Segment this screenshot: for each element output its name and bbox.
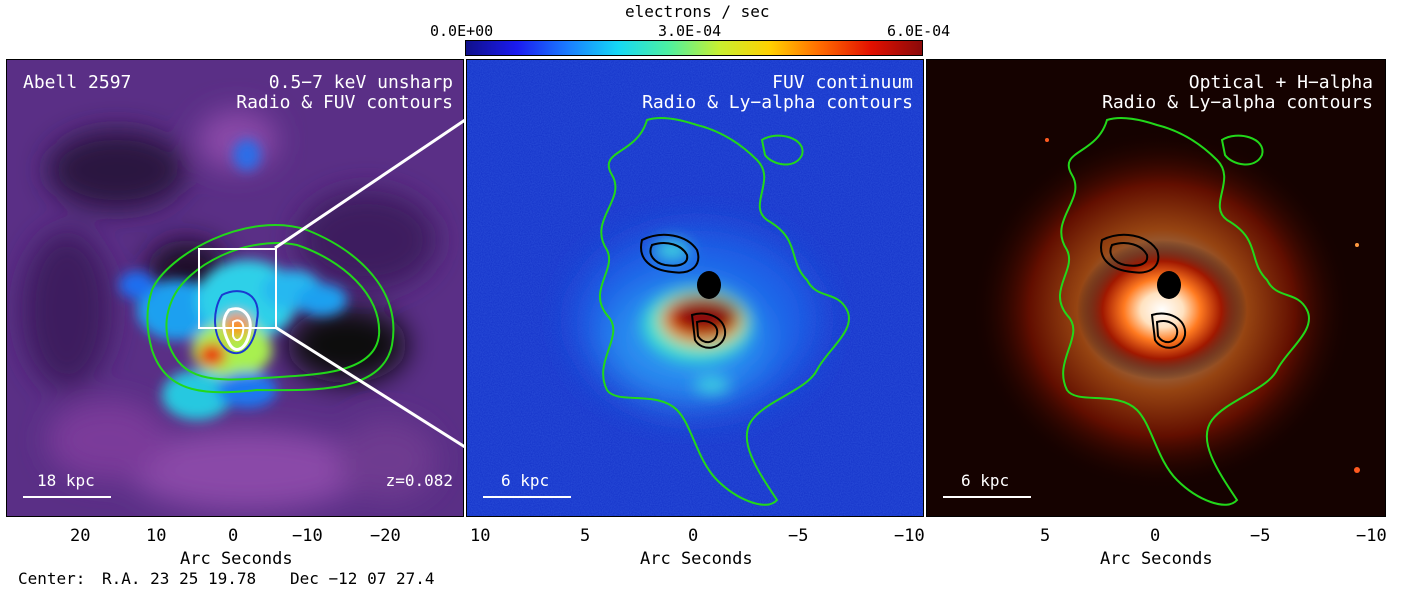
- footer-ra: R.A. 23 25 19.78: [102, 569, 257, 588]
- footer-dec: Dec −12 07 27.4: [290, 569, 435, 588]
- panel3-scale-bar: [943, 496, 1031, 498]
- panel2-xaxis-title: Arc Seconds: [640, 549, 753, 569]
- panel3-xaxis-title: Arc Seconds: [1100, 549, 1213, 569]
- panel1-scale-label: 18 kpc: [37, 471, 95, 490]
- panel3-xtick-2: −5: [1250, 526, 1271, 546]
- panel3-scale-label: 6 kpc: [961, 471, 1010, 490]
- panel1-xtick-4: −20: [370, 526, 401, 546]
- panel-optical: Optical + H−alpha Radio & Ly−alpha conto…: [926, 59, 1386, 517]
- colorbar-gradient: [465, 40, 923, 56]
- panel3-xtick-0: 5: [1040, 526, 1051, 546]
- panel2-xtick-0: 10: [470, 526, 491, 546]
- panel2-xtick-2: 0: [688, 526, 699, 546]
- panel2-scale-label: 6 kpc: [501, 471, 550, 490]
- panel3-xtick-1: 0: [1150, 526, 1161, 546]
- panel1-label-left: Abell 2597: [23, 72, 132, 93]
- panel1-xtick-0: 20: [70, 526, 91, 546]
- footer-center-label: Center:: [18, 569, 86, 588]
- panel2-xtick-4: −10: [894, 526, 925, 546]
- colorbar-title: electrons / sec: [625, 2, 770, 21]
- panel3-label-right-1: Optical + H−alpha: [1188, 72, 1373, 93]
- panel1-xtick-3: −10: [292, 526, 323, 546]
- panel2-scale-bar: [483, 496, 571, 498]
- panel2-label-right-1: FUV continuum: [772, 72, 913, 93]
- panel-xray: Abell 2597 0.5−7 keV unsharp Radio & FUV…: [6, 59, 464, 517]
- panel1-xtick-2: 0: [228, 526, 239, 546]
- colorbar-tick-2: 6.0E-04: [887, 22, 951, 40]
- panel-fuv: FUV continuum Radio & Ly−alpha contours …: [466, 59, 924, 517]
- panel1-xaxis-title: Arc Seconds: [180, 549, 293, 569]
- panel2-xtick-1: 5: [580, 526, 591, 546]
- panel2-label-right-2: Radio & Ly−alpha contours: [642, 92, 913, 113]
- colorbar-tick-1: 3.0E-04: [658, 22, 722, 40]
- panel3-xtick-3: −10: [1356, 526, 1387, 546]
- panel2-xtick-3: −5: [788, 526, 809, 546]
- fuv-image: [467, 60, 923, 516]
- optical-image: [927, 60, 1385, 516]
- panel1-scale-bar: [23, 496, 111, 498]
- panel1-label-right-1: 0.5−7 keV unsharp: [268, 72, 453, 93]
- panel3-label-right-2: Radio & Ly−alpha contours: [1102, 92, 1373, 113]
- panel1-xtick-1: 10: [146, 526, 167, 546]
- panel1-redshift: z=0.082: [385, 471, 453, 490]
- xray-image: [7, 60, 463, 516]
- panel1-label-right-2: Radio & FUV contours: [236, 92, 453, 113]
- colorbar-tick-0: 0.0E+00: [430, 22, 494, 40]
